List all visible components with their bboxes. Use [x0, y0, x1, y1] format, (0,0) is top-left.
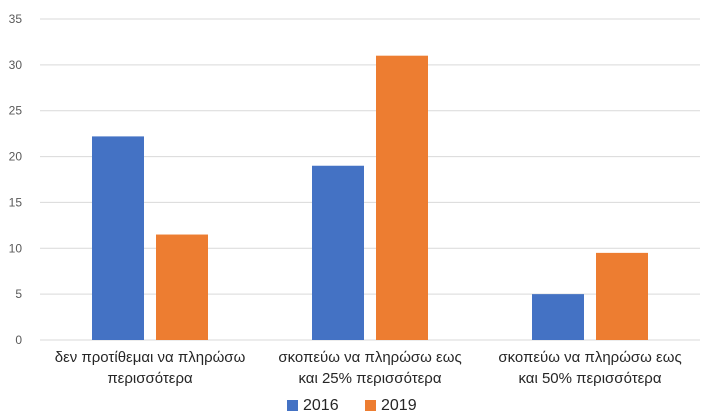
x-axis-labels: δεν προτίθεμαι να πληρώσω περισσότερα σκοπ…	[55, 349, 682, 387]
x-category-label: και 25% περισσότερα	[298, 370, 441, 387]
x-category-label: σκοπεύω να πληρώσω εως	[278, 349, 461, 366]
y-tick-label: 25	[9, 104, 23, 118]
legend-swatch-2016	[287, 400, 298, 411]
legend-label-2019: 2019	[381, 397, 417, 414]
y-tick-label: 5	[15, 287, 22, 301]
x-category-label: δεν προτίθεμαι να πληρώσω	[55, 349, 246, 366]
bar-2016-cat-1	[92, 136, 144, 340]
y-tick-label: 10	[9, 241, 23, 255]
bars	[92, 55, 648, 340]
bar-2016-cat-3	[532, 294, 584, 340]
x-category-label: περισσότερα	[107, 370, 193, 387]
bar-2016-cat-2	[312, 165, 364, 340]
legend-swatch-2019	[365, 400, 376, 411]
x-category-label: και 50% περισσότερα	[518, 370, 661, 387]
bar-2019-cat-2	[376, 55, 428, 340]
y-tick-label: 0	[15, 333, 22, 347]
y-tick-label: 20	[9, 150, 23, 164]
x-category-label: σκοπεύω να πληρώσω εως	[498, 349, 681, 366]
bar-2019-cat-3	[596, 252, 648, 340]
y-axis-ticks: 0 5 10 15 20 25 30 35	[9, 12, 23, 347]
gridlines	[40, 18, 700, 341]
y-tick-label: 35	[9, 12, 23, 26]
legend-label-2016: 2016	[303, 397, 339, 414]
legend: 2016 2019	[287, 397, 417, 414]
y-tick-label: 15	[9, 195, 23, 209]
bar-2019-cat-1	[156, 234, 208, 340]
y-tick-label: 30	[9, 58, 23, 72]
